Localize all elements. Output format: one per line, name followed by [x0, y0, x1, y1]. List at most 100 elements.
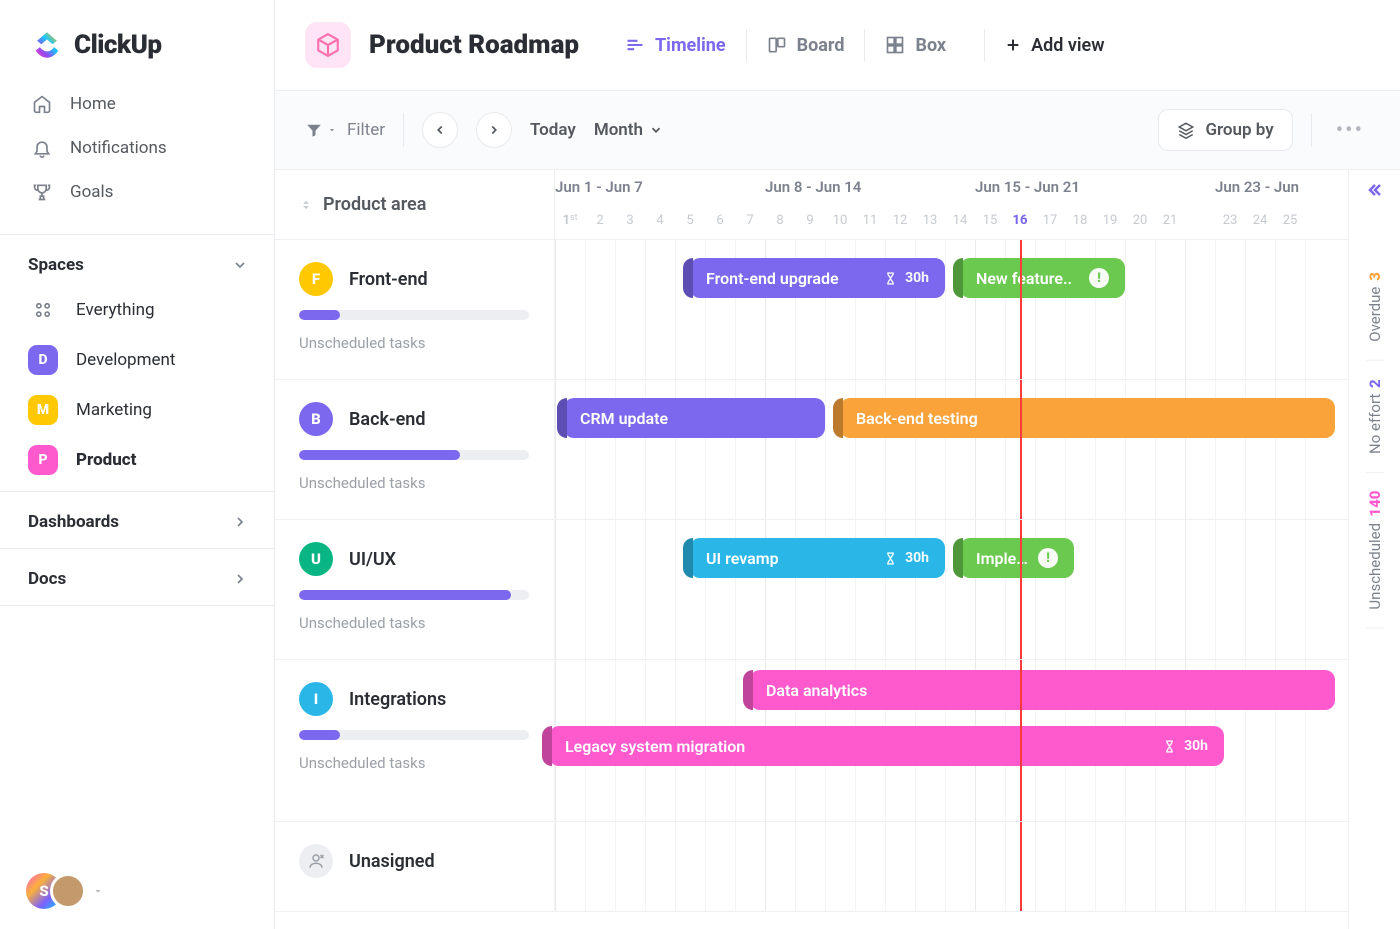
task-bar[interactable]: UI revamp30h: [690, 538, 945, 578]
sidebar-space-item[interactable]: P Product: [0, 435, 274, 485]
spaces-header-label: Spaces: [28, 255, 84, 275]
sidebar-space-item[interactable]: MMarketing: [0, 385, 274, 435]
task-bar[interactable]: New feature..!: [960, 258, 1125, 298]
chevron-down-icon: [232, 257, 248, 273]
task-bar[interactable]: Legacy system migration30h: [549, 726, 1224, 766]
filter-button[interactable]: Filter: [305, 120, 385, 140]
group-name: Back-end: [349, 409, 425, 430]
chevron-right-icon: [232, 571, 248, 587]
group-title[interactable]: IIntegrations: [299, 682, 530, 716]
view-tab-timeline[interactable]: Timeline: [605, 29, 746, 62]
group-name: Integrations: [349, 689, 446, 710]
day-label: 20: [1125, 213, 1155, 228]
section-dashboards[interactable]: Dashboards: [0, 498, 274, 542]
task-bar[interactable]: CRM update: [564, 398, 825, 438]
chevron-down-icon: [649, 123, 663, 137]
brand-logo[interactable]: ClickUp: [0, 0, 274, 82]
prev-button[interactable]: [422, 112, 458, 148]
task-label: Back-end testing: [856, 409, 978, 428]
sort-icon: [299, 198, 313, 212]
day-label: 25: [1275, 213, 1305, 228]
timeline-icon: [625, 35, 645, 55]
day-label: 9: [795, 213, 825, 228]
section-label: Docs: [28, 569, 66, 589]
divider: [0, 548, 274, 549]
week-label: Jun 15 - Jun 21: [975, 178, 1080, 196]
warning-icon: !: [1089, 268, 1109, 288]
nav-label: Goals: [70, 182, 113, 202]
today-button[interactable]: Today: [530, 120, 576, 140]
home-icon: [32, 94, 52, 114]
hourglass-icon: [884, 272, 897, 285]
task-label: UI revamp: [706, 549, 779, 568]
group-column-header[interactable]: Product area: [275, 170, 555, 240]
unscheduled-tasks-link[interactable]: Unscheduled tasks: [299, 614, 530, 632]
day-label: 1st: [555, 213, 585, 228]
nav-label: Home: [70, 94, 116, 114]
rail-segment[interactable]: Overdue 3: [1366, 254, 1384, 361]
sidebar-space-item[interactable]: DDevelopment: [0, 335, 274, 385]
day-label: 3: [615, 213, 645, 228]
more-button[interactable]: •••: [1330, 118, 1370, 143]
group-title[interactable]: UUI/UX: [299, 542, 530, 576]
user-menu[interactable]: S: [0, 853, 274, 929]
view-tab-box[interactable]: Box: [864, 29, 966, 62]
group-title[interactable]: BBack-end: [299, 402, 530, 436]
sidebar-space-item[interactable]: Everything: [0, 285, 274, 335]
space-badge: M: [28, 395, 58, 425]
collapse-panel-icon[interactable]: [1365, 180, 1385, 200]
view-tab-label: Box: [915, 35, 946, 56]
timeline-group: IIntegrations Unscheduled tasks Data analy…: [275, 660, 1348, 822]
unscheduled-tasks-link[interactable]: Unscheduled tasks: [299, 474, 530, 492]
task-label: Data analytics: [766, 681, 867, 700]
task-hours: 30h: [905, 270, 929, 286]
next-button[interactable]: [476, 112, 512, 148]
group-name: Front-end: [349, 269, 428, 290]
unscheduled-tasks-link[interactable]: Unscheduled tasks: [299, 754, 530, 772]
sidebar: ClickUp Home Notifications Goals Spaces …: [0, 0, 275, 929]
task-bar[interactable]: Back-end testing: [840, 398, 1335, 438]
task-bar[interactable]: Data analytics: [750, 670, 1335, 710]
page-header: Product Roadmap TimelineBoardBox Add vie…: [275, 0, 1400, 90]
group-name: Unasigned: [349, 851, 435, 872]
spaces-header[interactable]: Spaces: [0, 241, 274, 285]
add-view-button[interactable]: Add view: [984, 29, 1124, 62]
task-label: CRM update: [580, 409, 668, 428]
rail-segment[interactable]: No effort 2: [1366, 361, 1384, 473]
divider: [0, 605, 274, 606]
warning-icon: !: [1038, 548, 1058, 568]
space-label: Product: [76, 450, 136, 470]
rail-segment[interactable]: Unscheduled 140: [1366, 473, 1384, 629]
nav-home[interactable]: Home: [16, 82, 258, 126]
view-tab-board[interactable]: Board: [746, 29, 865, 62]
day-label: 15: [975, 213, 1005, 228]
day-label: 7: [735, 213, 765, 228]
date-header: Jun 1 - Jun 7Jun 8 - Jun 14Jun 15 - Jun …: [555, 170, 1348, 240]
group-title[interactable]: FFront-end: [299, 262, 530, 296]
box-icon: [885, 35, 905, 55]
space-badge: P: [28, 445, 58, 475]
nav-goals[interactable]: Goals: [16, 170, 258, 214]
task-bar[interactable]: Implem..!: [960, 538, 1074, 578]
task-bar[interactable]: Front-end upgrade30h: [690, 258, 945, 298]
primary-nav: Home Notifications Goals: [0, 82, 274, 228]
section-docs[interactable]: Docs: [0, 555, 274, 599]
day-label: 8: [765, 213, 795, 228]
range-label: Month: [594, 120, 643, 140]
view-tabs: TimelineBoard Box: [605, 29, 966, 62]
group-by-button[interactable]: Group by: [1158, 109, 1292, 151]
day-label: 5: [675, 213, 705, 228]
group-name: UI/UX: [349, 549, 396, 570]
page-icon: [305, 22, 351, 68]
day-label: 6: [705, 213, 735, 228]
rail-label: Overdue: [1366, 287, 1384, 342]
divider: [403, 113, 404, 147]
group-title[interactable]: Unasigned: [299, 844, 530, 878]
nav-notifications[interactable]: Notifications: [16, 126, 258, 170]
timeline-group: UUI/UX Unscheduled tasks UI revamp30h Imple…: [275, 520, 1348, 660]
trophy-icon: [32, 182, 52, 202]
unscheduled-tasks-link[interactable]: Unscheduled tasks: [299, 334, 530, 352]
range-select[interactable]: Month: [594, 120, 663, 140]
timeline-group: Unasigned: [275, 822, 1348, 912]
brand-name: ClickUp: [74, 30, 162, 60]
